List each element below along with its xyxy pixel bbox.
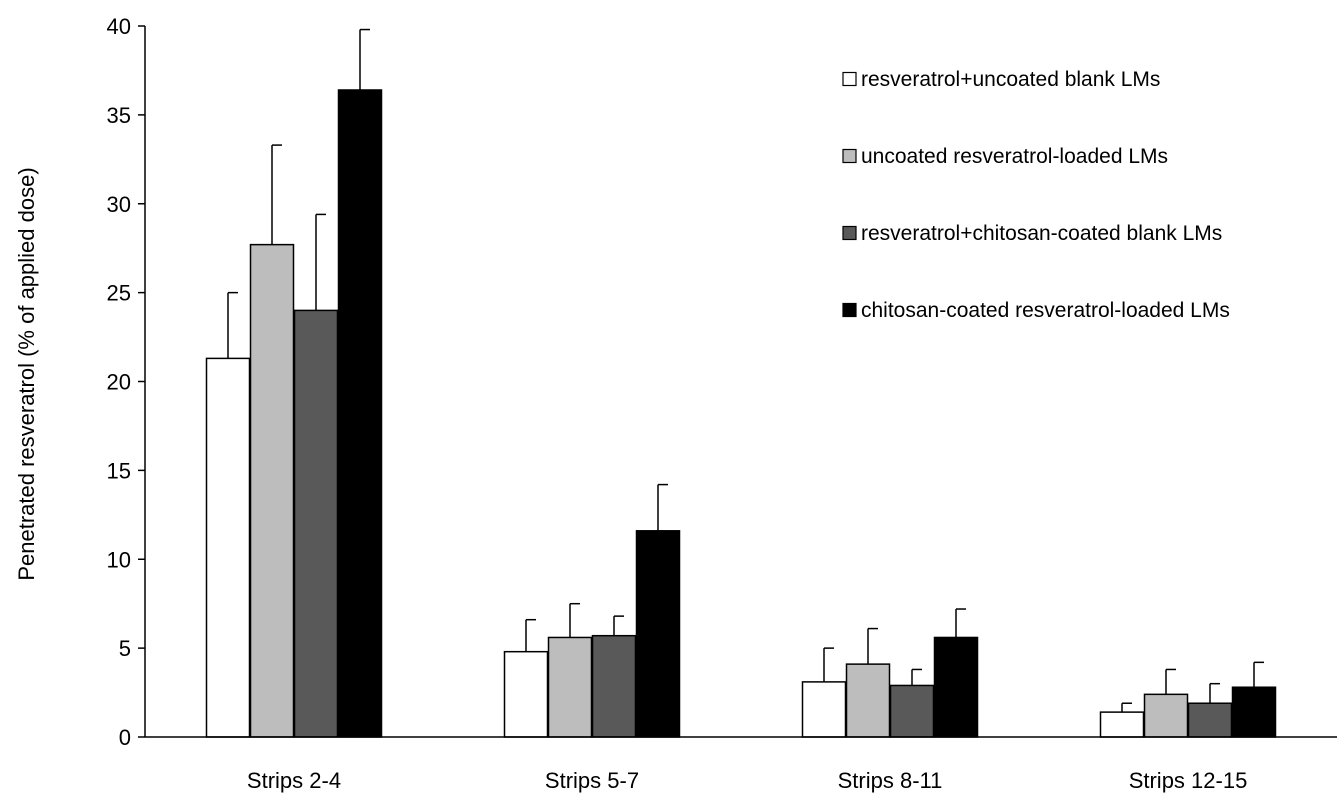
x-axis-labels: Strips 2-4 Strips 5-7 Strips 8-11 Strips 12… [247, 768, 1247, 793]
bar [547, 636, 593, 738]
bar [1143, 693, 1189, 738]
bar-group [205, 89, 1277, 738]
y-tick-label: 5 [119, 636, 131, 661]
legend-swatch [842, 71, 857, 87]
y-tick-label: 35 [107, 103, 131, 128]
bar [1099, 711, 1145, 738]
bar [205, 357, 251, 738]
bar [1231, 686, 1277, 738]
bar [801, 681, 847, 738]
legend-label: resveratrol+chitosan-coated blank LMs [861, 222, 1222, 245]
bar [591, 634, 637, 738]
y-tick-label: 25 [107, 281, 131, 306]
x-tick-label: Strips 2-4 [247, 768, 341, 793]
y-tick-label: 40 [107, 14, 131, 39]
x-tick-label: Strips 5-7 [545, 768, 639, 793]
x-tick-label: Strips 12-15 [1129, 768, 1248, 793]
bar [845, 663, 891, 738]
legend-swatch [842, 148, 857, 164]
bar [933, 636, 979, 738]
x-tick-label: Strips 8-11 [838, 768, 943, 793]
legend-label: uncoated resveratrol-loaded LMs [861, 145, 1168, 168]
bar [503, 650, 549, 738]
legend-label: resveratrol+uncoated blank LMs [861, 68, 1160, 91]
y-tick-label: 30 [107, 192, 131, 217]
y-axis-ticks: 0 5 10 15 20 25 30 35 40 [107, 14, 145, 750]
y-tick-label: 10 [107, 547, 131, 572]
y-axis-title: Penetrated resveratrol (% of applied dos… [14, 167, 39, 580]
bar [635, 530, 681, 738]
error-bar-group [227, 28, 1264, 713]
legend-swatch [842, 302, 857, 318]
bar [337, 89, 383, 738]
bar [1187, 702, 1233, 738]
legend: resveratrol+uncoated blank LMs uncoated r… [842, 68, 1230, 322]
legend-swatch [842, 225, 857, 241]
y-tick-label: 0 [119, 725, 131, 750]
bar [889, 684, 935, 738]
y-tick-label: 15 [107, 458, 131, 483]
y-tick-label: 20 [107, 370, 131, 395]
bar [293, 309, 339, 738]
legend-label: chitosan-coated resveratrol-loaded LMs [861, 299, 1230, 322]
bar [249, 243, 295, 738]
